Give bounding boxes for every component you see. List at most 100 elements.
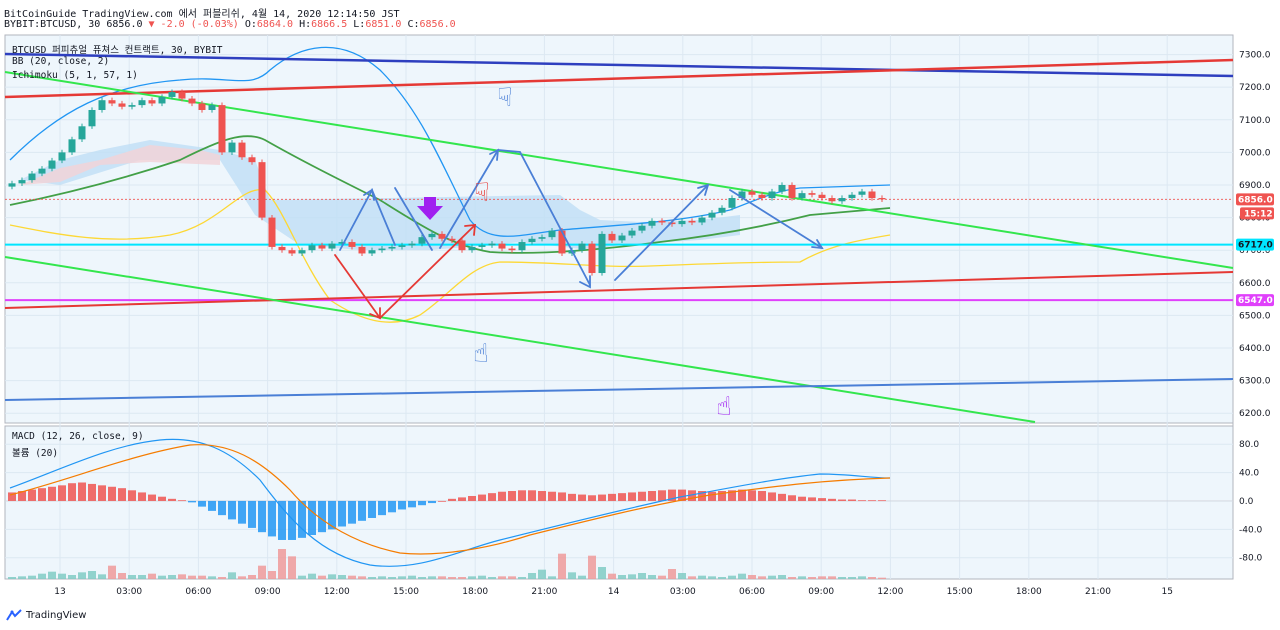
volume-bar [498, 576, 506, 579]
macd-histogram-bar [328, 500, 336, 530]
candle-body [88, 109, 96, 127]
volume-bar [148, 573, 156, 579]
candle-body [398, 245, 406, 247]
volume-bar [348, 575, 356, 579]
publish-line: BitCoinGuide TradingView.com 에서 퍼블리쉬, 4월… [4, 9, 400, 20]
low-value: 6851.0 [365, 19, 402, 30]
trendline-green-lower [4, 256, 1036, 423]
price-badges: 6856.0 15:12 6717.0 6547.0 [1236, 193, 1274, 307]
candle-body [58, 152, 66, 161]
candle-body [328, 243, 336, 249]
volume-bar [268, 571, 276, 579]
candle-body [388, 246, 396, 249]
macd-histogram-bar [818, 498, 826, 501]
candle-body [168, 92, 176, 97]
candle-body [338, 242, 346, 244]
macd-histogram-bar [518, 490, 526, 501]
macd-histogram-bar [768, 492, 776, 501]
magenta-level-text: 6547.0 [1238, 296, 1273, 306]
volume-bar [638, 573, 646, 579]
volume-bar [218, 577, 226, 579]
volume-bar [748, 575, 756, 579]
candle-body [298, 250, 306, 254]
trendline-red-upper [4, 58, 1234, 99]
macd-histogram-bar [138, 492, 146, 501]
grid-lines [5, 35, 1233, 579]
candle-body [288, 250, 296, 254]
candle-body [278, 246, 286, 251]
candles [8, 89, 886, 276]
volume-bar [518, 577, 526, 579]
current-price-text: 6856.0 [1238, 195, 1273, 205]
volume-bar [68, 575, 76, 579]
volume-bar [48, 571, 56, 579]
macd-histogram-bar [368, 500, 376, 518]
candle-body [18, 180, 26, 184]
macd-histogram-bar [348, 500, 356, 524]
candle-body [738, 191, 746, 199]
macd-histogram-bar [288, 500, 296, 540]
volume-bar [358, 576, 366, 579]
price-tick-label: 7100.0 [1239, 116, 1271, 126]
macd-histogram-bar [868, 500, 876, 502]
candle-body [658, 220, 666, 223]
time-tick-label: 03:00 [116, 587, 142, 597]
volume-bar [178, 574, 186, 579]
time-axis-labels: 13 03:00 06:00 09:00 12:00 15:00 18:00 21:00 14 0… [54, 587, 1173, 597]
volume-bar [8, 577, 16, 579]
macd-tick-label: 0.0 [1239, 497, 1254, 507]
candle-body [98, 100, 106, 110]
macd-histogram [8, 482, 886, 540]
macd-histogram-bar [558, 492, 566, 501]
current-price-badge [1236, 193, 1274, 206]
hand-icons: ☟ ☟ ☝ ☝ [417, 83, 732, 422]
volume-bar [388, 577, 396, 579]
volume-bar [658, 575, 666, 579]
volume-bar [278, 549, 286, 579]
macd-histogram-bar [848, 499, 856, 501]
trendline-green-upper [4, 71, 1234, 269]
volume-bar [688, 576, 696, 579]
macd-histogram-bar [418, 500, 426, 506]
macd-histogram-bar [378, 500, 386, 516]
volume-bar [308, 573, 316, 579]
volume-bar [78, 572, 86, 579]
candle-body [688, 220, 696, 223]
candle-body [68, 139, 76, 153]
trendline-blue [4, 52, 1234, 78]
candle-body [608, 233, 616, 241]
candle-body [28, 173, 36, 181]
price-tick-label: 6400.0 [1239, 344, 1271, 354]
candle-body [368, 250, 376, 254]
candle-body [178, 92, 186, 99]
time-tick-label: 18:00 [1016, 587, 1042, 597]
legend-volume: 볼륨 (20) [12, 448, 59, 459]
volume-bar [288, 556, 296, 579]
price-tick-label: 6300.0 [1239, 377, 1271, 387]
macd-histogram-bar [108, 486, 116, 501]
volume-bar [418, 577, 426, 579]
last-price: 6856.0 [106, 19, 143, 30]
macd-histogram-bar [398, 500, 406, 510]
ichimoku-cloud-upper [20, 140, 740, 250]
candle-body [598, 233, 606, 274]
macd-histogram-bar [388, 500, 396, 513]
macd-histogram-bar [298, 500, 306, 538]
macd-histogram-bar [598, 494, 606, 501]
countdown-badge [1240, 207, 1274, 220]
macd-tick-label: 80.0 [1239, 440, 1259, 450]
hand-pointing-down-red-icon: ☟ [474, 178, 490, 208]
macd-histogram-bar [648, 491, 656, 501]
volume-bar [128, 575, 136, 579]
macd-histogram-bar [878, 500, 886, 502]
macd-histogram-bar [628, 492, 636, 501]
price-tick-label: 7000.0 [1239, 148, 1271, 158]
volume-bar [378, 576, 386, 579]
volume-bar [488, 577, 496, 579]
volume-bar [238, 576, 246, 579]
macd-histogram-bar [578, 494, 586, 501]
candle-body [798, 193, 806, 199]
time-tick-label: 09:00 [808, 587, 834, 597]
macd-histogram-bar [158, 496, 166, 501]
